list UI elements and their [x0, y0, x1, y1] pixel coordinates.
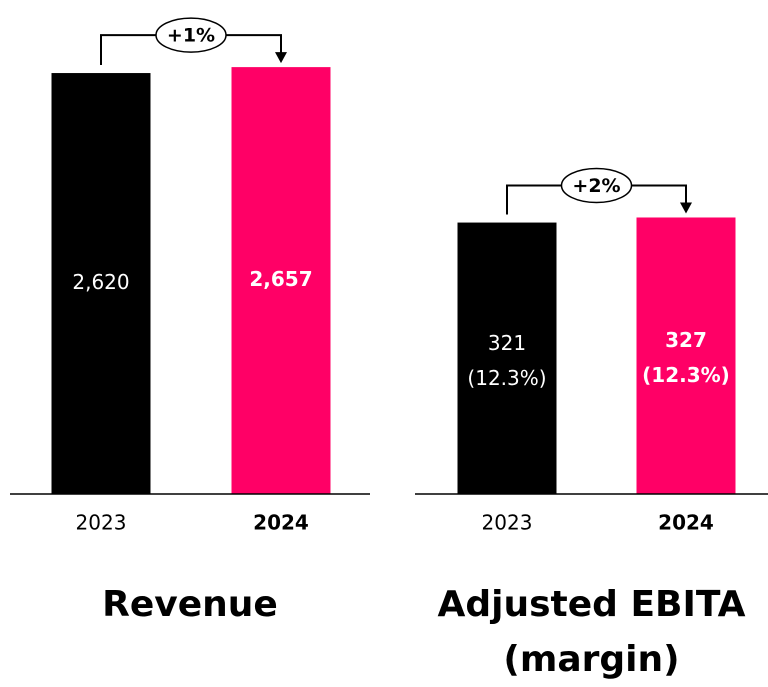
data-label: 321: [488, 331, 526, 355]
x-tick-label: 2023: [482, 511, 533, 535]
x-tick-label: 2024: [658, 511, 714, 535]
chart-title: Adjusted EBITA (margin): [437, 584, 746, 680]
data-label: 2,620: [72, 270, 129, 294]
x-tick-label: 2024: [253, 511, 309, 535]
bar: [457, 222, 557, 494]
annotation-oval: [560, 167, 633, 204]
data-label: 2,657: [249, 267, 312, 291]
bar: [636, 217, 736, 495]
margin-label: (12.3%): [642, 363, 730, 387]
annotation-oval: [155, 17, 227, 53]
arrow-head: [275, 52, 287, 64]
bar: [51, 73, 151, 494]
bar: [231, 67, 331, 494]
x-tick-label: 2023: [76, 511, 127, 535]
margin-label: (12.3%): [467, 366, 546, 390]
data-label: 327: [665, 328, 707, 352]
annotation: +1%: [167, 25, 215, 47]
chart-title: Revenue: [102, 584, 278, 625]
annotation: +2%: [572, 175, 620, 197]
arrow-head: [680, 202, 692, 214]
